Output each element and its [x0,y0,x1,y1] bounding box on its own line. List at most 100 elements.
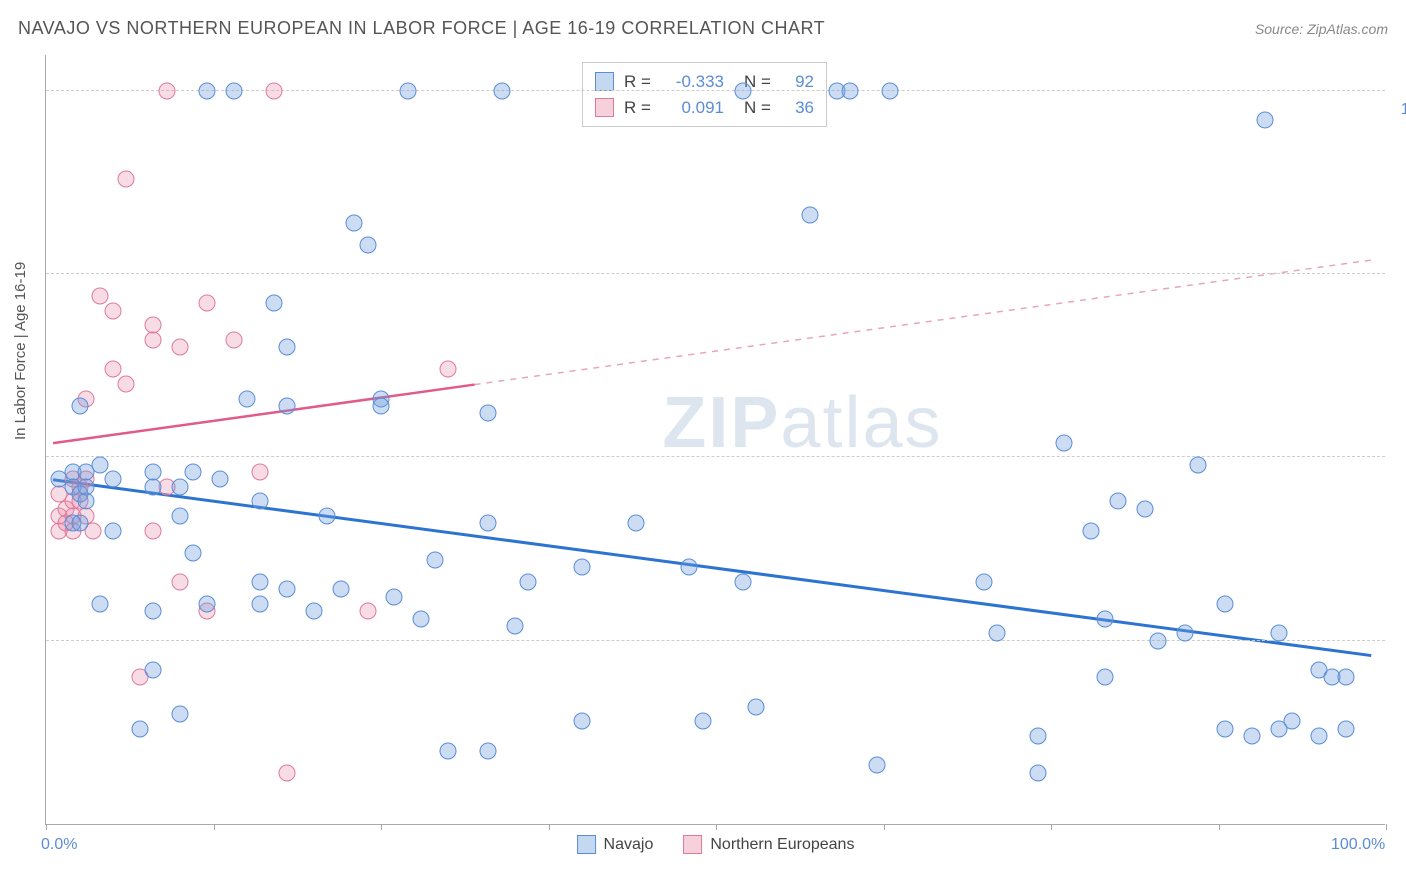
data-point [252,574,269,591]
legend-n-label: N = [744,95,774,121]
data-point [386,588,403,605]
data-point [1029,764,1046,781]
gridline [46,456,1385,457]
data-point [1311,728,1328,745]
data-point [346,214,363,231]
correlation-legend: R =-0.333N =92R =0.091N =36 [582,62,827,127]
x-tick-mark [716,824,717,830]
data-point [748,698,765,715]
data-point [1270,625,1287,642]
x-tick-mark [1386,824,1387,830]
data-point [279,764,296,781]
data-point [145,464,162,481]
data-point [1217,720,1234,737]
data-point [172,508,189,525]
data-point [185,544,202,561]
data-point [734,82,751,99]
watermark-bold: ZIP [662,383,780,463]
data-point [252,464,269,481]
data-point [734,574,751,591]
data-point [426,552,443,569]
x-tick-mark [214,824,215,830]
data-point [239,390,256,407]
data-point [105,361,122,378]
data-point [399,82,416,99]
data-point [172,478,189,495]
legend-r-label: R = [624,95,654,121]
source-name: ZipAtlas.com [1307,21,1388,37]
legend-label: Navajo [604,836,654,854]
legend-item: Navajo [577,835,654,854]
data-point [520,574,537,591]
data-point [1244,728,1261,745]
trend-line [475,260,1372,385]
data-point [694,713,711,730]
legend-swatch [595,98,614,117]
chart-title: NAVAJO VS NORTHERN EUROPEAN IN LABOR FOR… [18,18,825,39]
data-point [118,376,135,393]
data-point [480,515,497,532]
data-point [279,581,296,598]
data-point [225,82,242,99]
data-point [976,574,993,591]
data-point [1029,728,1046,745]
data-point [145,662,162,679]
chart-header: NAVAJO VS NORTHERN EUROPEAN IN LABOR FOR… [18,18,1388,39]
x-tick-mark [884,824,885,830]
legend-swatch [577,835,596,854]
data-point [319,508,336,525]
data-point [681,559,698,576]
data-point [172,706,189,723]
legend-row: R =0.091N =36 [595,95,814,121]
data-point [145,332,162,349]
data-point [1177,625,1194,642]
data-point [279,398,296,415]
data-point [105,522,122,539]
data-point [373,398,390,415]
data-point [198,295,215,312]
data-point [172,574,189,591]
data-point [306,603,323,620]
data-point [842,82,859,99]
x-tick-mark [549,824,550,830]
data-point [145,478,162,495]
data-point [574,713,591,730]
data-point [574,559,591,576]
legend-swatch [595,72,614,91]
x-tick-mark [381,824,382,830]
data-point [78,493,95,510]
data-point [1150,632,1167,649]
data-point [71,398,88,415]
data-point [480,405,497,422]
data-point [131,720,148,737]
data-point [212,471,229,488]
data-point [1056,434,1073,451]
trend-line [53,385,475,444]
data-point [105,471,122,488]
y-tick-label: 50.0% [1395,467,1406,485]
data-point [252,596,269,613]
data-point [882,82,899,99]
data-point [71,515,88,532]
legend-r-label: R = [624,69,654,95]
data-point [507,618,524,635]
data-point [1096,610,1113,627]
y-tick-label: 100.0% [1395,101,1406,119]
data-point [332,581,349,598]
data-point [145,603,162,620]
data-point [1217,596,1234,613]
gridline [46,273,1385,274]
x-tick-label: 100.0% [1331,836,1385,854]
gridline [46,90,1385,91]
watermark: ZIPatlas [662,382,942,464]
legend-r-value: -0.333 [664,69,724,95]
source-prefix: Source: [1255,21,1307,37]
data-point [252,493,269,510]
data-point [1337,669,1354,686]
data-point [480,742,497,759]
legend-n-value: 36 [784,95,814,121]
data-point [493,82,510,99]
data-point [145,522,162,539]
x-tick-mark [1051,824,1052,830]
trend-lines-layer [46,55,1385,824]
